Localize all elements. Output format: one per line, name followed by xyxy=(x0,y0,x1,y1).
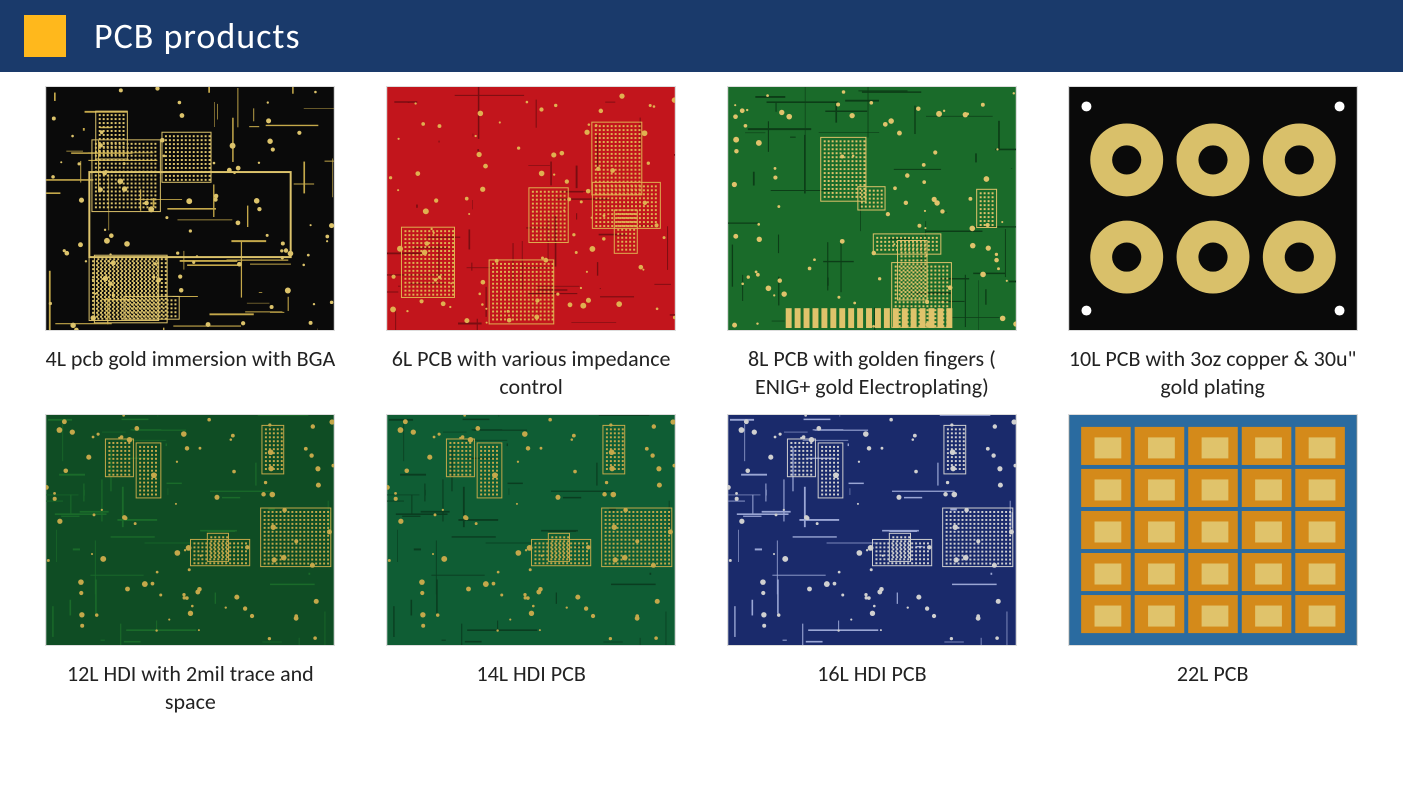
pcb-image xyxy=(727,86,1017,331)
product-caption: 22L PCB xyxy=(1177,660,1249,688)
pcb-image xyxy=(386,86,676,331)
pcb-image xyxy=(727,414,1017,646)
pcb-image xyxy=(45,414,335,646)
product-grid: 4L pcb gold immersion with BGA 6L PCB wit… xyxy=(0,72,1403,715)
product-cell: 8L PCB with golden fingers ( ENIG+ gold … xyxy=(722,86,1023,400)
product-cell: 4L pcb gold immersion with BGA xyxy=(40,86,341,400)
accent-square-icon xyxy=(24,15,66,57)
product-cell: 14L HDI PCB xyxy=(381,414,682,715)
product-cell: 22L PCB xyxy=(1062,414,1363,715)
product-cell: 6L PCB with various impedance control xyxy=(381,86,682,400)
pcb-image xyxy=(45,86,335,331)
product-cell: 10L PCB with 3oz copper & 30u" gold plat… xyxy=(1062,86,1363,400)
product-caption: 10L PCB with 3oz copper & 30u" gold plat… xyxy=(1063,345,1363,400)
product-cell: 12L HDI with 2mil trace and space xyxy=(40,414,341,715)
product-caption: 12L HDI with 2mil trace and space xyxy=(40,660,340,715)
product-caption: 16L HDI PCB xyxy=(817,660,926,688)
pcb-image xyxy=(1068,86,1358,331)
product-caption: 6L PCB with various impedance control xyxy=(381,345,681,400)
product-caption: 8L PCB with golden fingers ( ENIG+ gold … xyxy=(722,345,1022,400)
pcb-image xyxy=(386,414,676,646)
product-cell: 16L HDI PCB xyxy=(722,414,1023,715)
slide-title: PCB products xyxy=(94,14,301,58)
pcb-image xyxy=(1068,414,1358,646)
product-caption: 14L HDI PCB xyxy=(476,660,585,688)
slide-header: PCB products xyxy=(0,0,1403,72)
product-caption: 4L pcb gold immersion with BGA xyxy=(46,345,336,373)
